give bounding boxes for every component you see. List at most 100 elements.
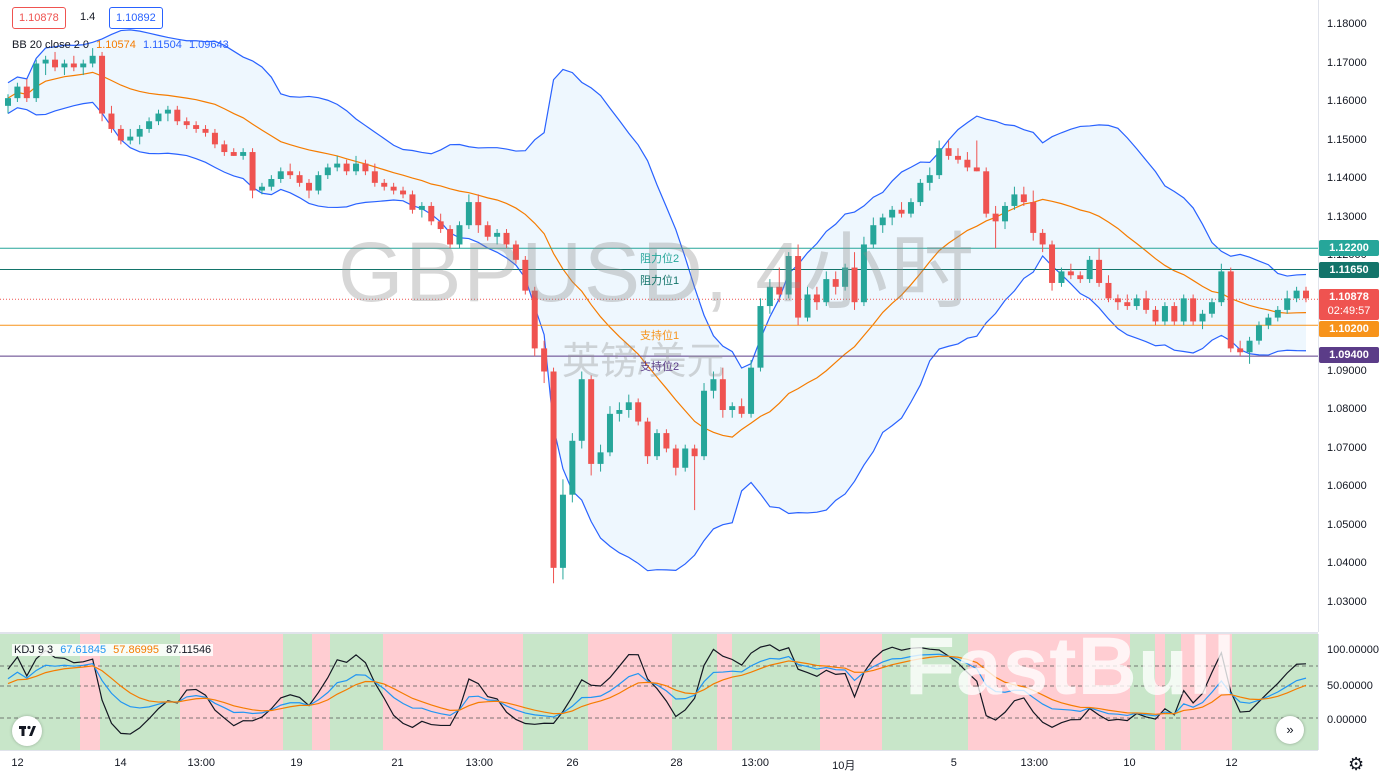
candle <box>503 229 510 249</box>
candle <box>371 163 378 187</box>
price-axis-tick: 1.16000 <box>1327 95 1367 107</box>
kdj-zone <box>1181 634 1232 750</box>
resistance-2-label: 阻力位2 <box>640 253 680 265</box>
candle <box>691 444 698 511</box>
candle <box>465 194 472 230</box>
tradingview-logo-icon <box>19 725 36 736</box>
kdj-zone <box>312 634 330 750</box>
bollinger-bands <box>7 29 1307 572</box>
candle <box>409 190 416 214</box>
bb-basis-value: 1.10574 <box>96 39 136 51</box>
price-axis-tick: 1.13000 <box>1327 210 1367 223</box>
candle <box>973 140 980 172</box>
price-axis-tick: 1.17000 <box>1327 56 1367 69</box>
candle <box>1255 321 1262 345</box>
candle <box>616 402 623 422</box>
kdj-chart[interactable] <box>0 634 1318 750</box>
candle <box>1011 186 1018 210</box>
time-axis[interactable]: 12 14 13:00 19 21 13:00 26 28 13:00 10月 5 13:00 10 12 <box>0 750 1318 780</box>
candle <box>1105 275 1112 303</box>
price-axis-tick: 1.04000 <box>1327 557 1367 569</box>
bb-upper-value: 1.11504 <box>142 39 182 51</box>
kdj-zone <box>588 634 672 750</box>
time-axis-tick: 26 <box>566 757 579 769</box>
resistance-1-badge: 1.11650 <box>1319 262 1379 278</box>
candle <box>1303 286 1309 303</box>
candle <box>748 359 755 418</box>
kdj-zone <box>330 634 383 750</box>
price-axis-tick: 1.15000 <box>1327 133 1367 146</box>
candle <box>1143 290 1150 314</box>
time-axis-tick: 5 <box>950 757 957 769</box>
candle <box>804 286 811 322</box>
bid-price-box[interactable]: 1.10878 <box>12 7 66 29</box>
kdj-zone <box>80 634 100 750</box>
kdj-legend[interactable]: KDJ 9 3 67.61845 57.86995 87.11546 <box>12 644 214 656</box>
candle <box>588 375 595 476</box>
candle <box>52 51 59 72</box>
time-axis-tick: 13:00 <box>465 757 494 769</box>
candle <box>136 125 143 145</box>
last-price-badge: 1.10878 02:49:57 <box>1319 289 1379 320</box>
candle <box>193 121 200 133</box>
bb-lower-line <box>7 101 1307 572</box>
candle <box>174 105 181 126</box>
tradingview-logo[interactable] <box>12 716 42 746</box>
candle <box>917 179 924 206</box>
kdj-j-line <box>7 644 1307 735</box>
kdj-lines <box>7 644 1307 735</box>
candle <box>494 229 501 245</box>
candle <box>842 263 849 291</box>
kdj-zone <box>968 634 1130 750</box>
candle <box>1208 298 1215 318</box>
bb-fill <box>8 29 1306 571</box>
candle <box>400 186 407 199</box>
kdj-zone <box>1155 634 1165 750</box>
candle <box>531 286 538 357</box>
kdj-axis[interactable]: 100.00000 50.00000 0.00000 <box>1318 634 1385 750</box>
candle <box>983 167 990 218</box>
price-chart[interactable] <box>0 0 1318 632</box>
candle <box>1114 294 1121 310</box>
kdj-d-line <box>7 655 1307 715</box>
candle <box>663 429 670 453</box>
candle <box>823 271 830 307</box>
settings-gear-icon[interactable]: ⚙ <box>1348 754 1365 774</box>
candle <box>1039 229 1046 253</box>
candle <box>33 59 40 102</box>
candle <box>334 155 341 172</box>
pane-separator[interactable] <box>0 632 1318 634</box>
candle <box>578 371 585 449</box>
candle <box>1077 271 1084 283</box>
time-axis-tick: 12 <box>11 757 24 769</box>
candle <box>1096 248 1103 287</box>
bb-lower-value: 1.09643 <box>188 39 229 51</box>
ask-price-box[interactable]: 1.10892 <box>109 7 163 29</box>
candle <box>719 367 726 418</box>
candle <box>682 444 689 472</box>
candle <box>211 128 218 149</box>
candle <box>1190 294 1197 326</box>
kdj-background-zones <box>0 634 1318 750</box>
kdj-zone <box>882 634 968 750</box>
scroll-to-realtime-button[interactable]: » <box>1276 716 1304 744</box>
candle <box>99 51 106 122</box>
kdj-axis-tick-0: 0.00000 <box>1327 714 1367 726</box>
bb-legend-label: BB 20 close 2 0 <box>12 39 90 51</box>
time-axis-tick: 12 <box>1225 757 1238 769</box>
price-axis-tick: 1.03000 <box>1327 595 1367 608</box>
candle <box>992 205 999 249</box>
support-1-label: 支持位1 <box>640 330 680 342</box>
candle <box>305 179 312 199</box>
candle <box>710 371 717 399</box>
candle <box>268 175 275 191</box>
price-axis-tick: 1.07000 <box>1327 441 1367 454</box>
candle <box>1180 294 1187 326</box>
kdj-zone <box>672 634 717 750</box>
candle <box>1161 302 1168 326</box>
bb-legend[interactable]: BB 20 close 2 0 1.10574 1.11504 1.09643 <box>12 39 229 51</box>
price-axis-tick: 1.08000 <box>1327 403 1367 415</box>
candle <box>1030 190 1037 241</box>
candle <box>1058 267 1065 287</box>
candle <box>155 109 162 126</box>
